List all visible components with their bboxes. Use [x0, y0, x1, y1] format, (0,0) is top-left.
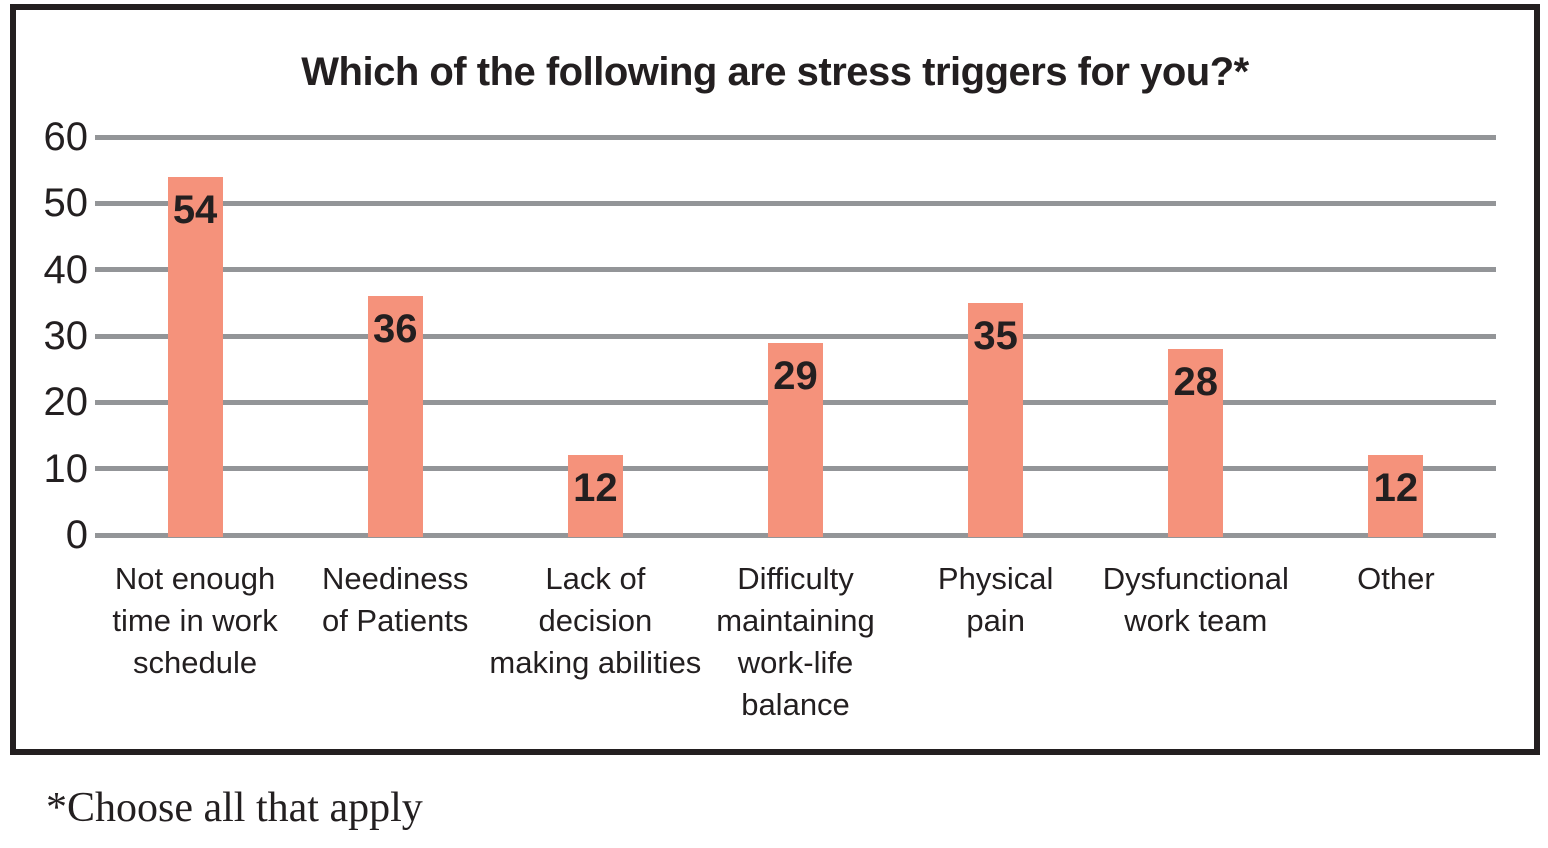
- bar: [768, 342, 823, 537]
- gridline: [95, 200, 1496, 206]
- chart-footnote: *Choose all that apply: [46, 785, 423, 831]
- y-axis-tick-label: 60: [43, 115, 89, 159]
- bar-value-label: 28: [1173, 360, 1219, 405]
- bar: [968, 302, 1024, 537]
- gridline: [95, 134, 1496, 140]
- category-label: Other: [1357, 561, 1435, 596]
- bar-value-label: 12: [1373, 466, 1419, 511]
- chart-frame: Which of the following are stress trigge…: [10, 4, 1540, 755]
- y-axis-tick-label: 20: [43, 380, 89, 425]
- bar-value-label: 36: [372, 307, 418, 352]
- y-axis-tick-label: 30: [43, 314, 89, 358]
- bar-value-label: 35: [973, 313, 1018, 358]
- bar: [1168, 349, 1224, 537]
- bar: [1368, 455, 1424, 537]
- y-axis-tick-label: 40: [43, 247, 89, 292]
- gridline: [95, 333, 1496, 339]
- chart-title: Which of the following are stress trigge…: [301, 50, 1249, 94]
- category-label: Not enough time in work schedule: [112, 561, 278, 680]
- category-label: Physical pain: [937, 561, 1054, 638]
- y-axis-tick-label: 10: [43, 446, 89, 491]
- y-axis-tick-label: 50: [43, 181, 89, 226]
- y-axis-tick-label: 0: [65, 513, 88, 557]
- bar-value-label: 29: [773, 353, 818, 398]
- category-label: Neediness of Patients: [321, 561, 469, 638]
- bar: [567, 455, 623, 537]
- gridline: [95, 267, 1496, 273]
- bar: [367, 296, 423, 537]
- bar-value-label: 12: [573, 466, 618, 511]
- bar: [167, 176, 223, 537]
- category-label: Difficulty maintaining work-life balance: [716, 561, 875, 722]
- category-label: Dysfunctional work team: [1102, 561, 1289, 638]
- bar-value-label: 54: [172, 187, 218, 232]
- category-label: Lack of decision making abilities: [489, 561, 702, 680]
